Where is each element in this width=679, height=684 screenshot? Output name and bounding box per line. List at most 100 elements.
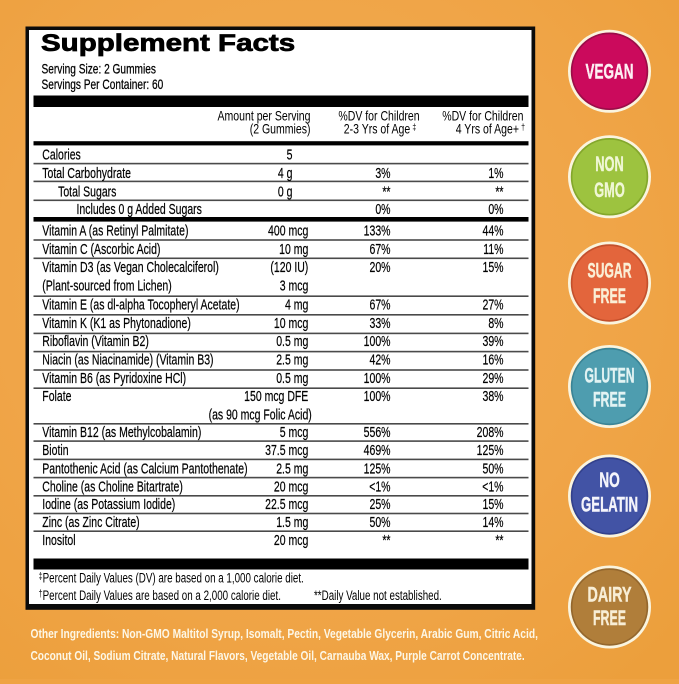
svg-text:0%: 0%	[488, 200, 504, 217]
svg-text:Iodine (as Potassium Iodide): Iodine (as Potassium Iodide)	[42, 495, 175, 512]
svg-text:0.5 mg: 0.5 mg	[276, 369, 308, 386]
svg-text:67%: 67%	[369, 240, 390, 257]
svg-text:Biotin: Biotin	[42, 441, 68, 458]
svg-text:1.5 mg: 1.5 mg	[276, 513, 308, 530]
svg-text:20%: 20%	[369, 258, 390, 275]
svg-text:150 mcg DFE: 150 mcg DFE	[244, 387, 308, 404]
svg-text:<1%: <1%	[369, 477, 391, 494]
svg-text:Serving Size: 2 Gummies: Serving Size: 2 Gummies	[42, 61, 156, 77]
svg-text:Vitamin B6 (as Pyridoxine HCl): Vitamin B6 (as Pyridoxine HCl)	[42, 369, 186, 386]
svg-text:44%: 44%	[482, 222, 503, 239]
svg-text:4 Yrs of Age+ †: 4 Yrs of Age+ †	[456, 121, 525, 137]
svg-text:**: **	[382, 531, 390, 548]
svg-text:133%: 133%	[364, 222, 391, 239]
svg-text:29%: 29%	[482, 369, 503, 386]
svg-text:5: 5	[287, 145, 293, 162]
svg-text:25%: 25%	[369, 495, 390, 512]
svg-text:NON: NON	[595, 153, 624, 176]
svg-text:**: **	[495, 182, 503, 199]
svg-text:Vitamin B12 (as Methylcobalami: Vitamin B12 (as Methylcobalamin)	[42, 423, 201, 440]
svg-text:†Percent Daily Values are base: †Percent Daily Values are based on a 2,0…	[39, 587, 281, 603]
svg-text:Other Ingredients: Non-GMO Mal: Other Ingredients: Non-GMO Maltitol Syru…	[31, 627, 538, 641]
svg-text:67%: 67%	[369, 295, 390, 312]
svg-text:125%: 125%	[364, 459, 391, 476]
svg-text:Riboflavin (Vitamin B2): Riboflavin (Vitamin B2)	[42, 332, 149, 349]
svg-text:Vitamin E (as dl-alpha Tocophe: Vitamin E (as dl-alpha Tocopheryl Acetat…	[42, 295, 239, 312]
svg-text:(120 IU): (120 IU)	[270, 258, 308, 275]
svg-text:11%: 11%	[483, 240, 504, 257]
svg-text:Calories: Calories	[42, 145, 80, 162]
svg-text:556%: 556%	[364, 423, 391, 440]
svg-text:0%: 0%	[375, 200, 391, 217]
svg-text:20 mcg: 20 mcg	[274, 531, 308, 548]
svg-text:16%: 16%	[482, 351, 503, 368]
svg-text:FREE: FREE	[593, 285, 626, 308]
svg-text:GMO: GMO	[594, 179, 625, 202]
svg-text:Total Carbohydrate: Total Carbohydrate	[42, 164, 131, 181]
svg-text:%DV for Children: %DV for Children	[338, 108, 419, 124]
svg-text:(as 90 mcg Folic Acid): (as 90 mcg Folic Acid)	[209, 405, 312, 422]
svg-text:10 mcg: 10 mcg	[274, 314, 308, 331]
svg-text:SUGAR: SUGAR	[588, 260, 632, 283]
svg-text:GELATIN: GELATIN	[581, 494, 638, 517]
svg-text:Folate: Folate	[42, 387, 71, 404]
svg-text:39%: 39%	[482, 332, 503, 349]
svg-text:VEGAN: VEGAN	[586, 60, 634, 83]
svg-text:Niacin (as Niacinamide) (Vitam: Niacin (as Niacinamide) (Vitamin B3)	[42, 351, 213, 368]
svg-text:0.5 mg: 0.5 mg	[276, 332, 308, 349]
svg-text:Vitamin D3 (as Vegan Cholecalc: Vitamin D3 (as Vegan Cholecalciferol)	[42, 258, 219, 275]
svg-text:Amount per Serving: Amount per Serving	[218, 108, 311, 124]
svg-text:20 mcg: 20 mcg	[274, 477, 308, 494]
svg-text:15%: 15%	[482, 495, 503, 512]
svg-text:NO: NO	[599, 469, 620, 492]
svg-text:Vitamin K (K1 as Phytonadione): Vitamin K (K1 as Phytonadione)	[42, 314, 191, 331]
svg-text:**: **	[382, 182, 390, 199]
svg-text:Inositol: Inositol	[42, 531, 75, 548]
svg-text:100%: 100%	[364, 332, 391, 349]
svg-text:Vitamin C (Ascorbic Acid): Vitamin C (Ascorbic Acid)	[42, 240, 160, 257]
svg-text:**Daily Value not established.: **Daily Value not established.	[314, 587, 442, 603]
svg-text:42%: 42%	[369, 351, 390, 368]
svg-text:50%: 50%	[369, 513, 390, 530]
svg-text:8%: 8%	[488, 314, 504, 331]
svg-text:10 mg: 10 mg	[279, 240, 308, 257]
svg-text:Supplement Facts: Supplement Facts	[41, 30, 295, 57]
svg-text:GLUTEN: GLUTEN	[585, 364, 635, 387]
svg-text:125%: 125%	[477, 441, 504, 458]
svg-text:1%: 1%	[488, 164, 504, 181]
svg-text:208%: 208%	[477, 423, 504, 440]
svg-text:400 mcg: 400 mcg	[268, 222, 308, 239]
svg-text:Servings Per Container: 60: Servings Per Container: 60	[42, 76, 164, 92]
svg-text:Includes 0 g Added Sugars: Includes 0 g Added Sugars	[77, 200, 202, 217]
svg-text:Zinc (as Zinc Citrate): Zinc (as Zinc Citrate)	[42, 513, 139, 530]
svg-text:38%: 38%	[482, 387, 503, 404]
svg-text:2.5 mg: 2.5 mg	[276, 459, 308, 476]
svg-text:2-3 Yrs of Age ‡: 2-3 Yrs of Age ‡	[344, 121, 416, 137]
svg-text:Pantothenic Acid (as Calcium P: Pantothenic Acid (as Calcium Pantothenat…	[42, 459, 247, 476]
svg-text:(2 Gummies): (2 Gummies)	[250, 121, 311, 137]
svg-text:(Plant-sourced from Lichen): (Plant-sourced from Lichen)	[42, 277, 171, 294]
svg-text:27%: 27%	[482, 295, 503, 312]
svg-text:4 g: 4 g	[278, 164, 293, 181]
svg-text:5 mcg: 5 mcg	[280, 423, 309, 440]
svg-text:37.5 mcg: 37.5 mcg	[265, 441, 308, 458]
svg-text:22.5 mcg: 22.5 mcg	[265, 495, 308, 512]
svg-text:‡Percent Daily Values (DV) are: ‡Percent Daily Values (DV) are based on …	[39, 570, 304, 586]
svg-text:Vitamin A (as Retinyl Palmitat: Vitamin A (as Retinyl Palmitate)	[42, 222, 188, 239]
svg-text:Total Sugars: Total Sugars	[58, 182, 116, 199]
svg-text:0 g: 0 g	[278, 182, 293, 199]
svg-text:FREE: FREE	[593, 607, 626, 630]
svg-text:DAIRY: DAIRY	[588, 583, 632, 606]
svg-text:100%: 100%	[364, 387, 391, 404]
svg-text:469%: 469%	[364, 441, 391, 458]
svg-text:4 mg: 4 mg	[285, 295, 308, 312]
svg-text:<1%: <1%	[482, 477, 504, 494]
svg-text:Coconut Oil, Sodium Citrate, N: Coconut Oil, Sodium Citrate, Natural Fla…	[31, 649, 525, 663]
svg-text:33%: 33%	[369, 314, 390, 331]
svg-text:15%: 15%	[482, 258, 503, 275]
svg-text:100%: 100%	[364, 369, 391, 386]
svg-text:Choline (as Choline Bitartrate: Choline (as Choline Bitartrate)	[42, 477, 183, 494]
svg-text:FREE: FREE	[593, 389, 626, 412]
svg-text:3%: 3%	[375, 164, 391, 181]
svg-text:3 mcg: 3 mcg	[280, 277, 309, 294]
